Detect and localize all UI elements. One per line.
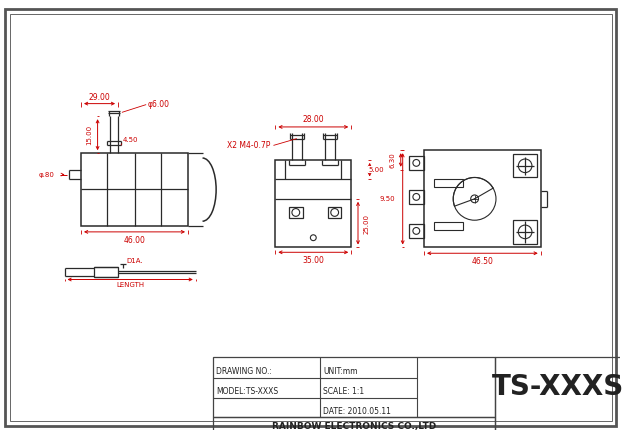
- Text: 15.00: 15.00: [86, 125, 92, 145]
- Bar: [408, 156, 424, 170]
- Text: UNIT:mm: UNIT:mm: [323, 367, 357, 376]
- Bar: [213, 357, 495, 417]
- Text: 29.00: 29.00: [89, 93, 110, 102]
- Bar: [81, 153, 188, 226]
- Bar: [275, 160, 351, 247]
- Text: TS-XXXS: TS-XXXS: [492, 373, 624, 401]
- Bar: [289, 207, 303, 218]
- Text: 5.00: 5.00: [369, 166, 384, 173]
- Text: 46.00: 46.00: [124, 236, 145, 245]
- Bar: [513, 154, 537, 177]
- Bar: [94, 267, 118, 277]
- Text: φ.80: φ.80: [39, 172, 55, 177]
- Bar: [434, 180, 463, 187]
- Text: 25.00: 25.00: [364, 214, 369, 234]
- Text: D1A.: D1A.: [127, 258, 143, 264]
- Bar: [328, 207, 341, 218]
- Text: MODEL:TS-XXXS: MODEL:TS-XXXS: [216, 387, 278, 396]
- Bar: [408, 224, 424, 238]
- Text: RAINBOW ELECTRONICS CO.,LTD: RAINBOW ELECTRONICS CO.,LTD: [272, 422, 436, 431]
- Text: 28.00: 28.00: [303, 115, 324, 124]
- Text: 4.50: 4.50: [123, 138, 138, 143]
- Text: X2 M4-0.7P: X2 M4-0.7P: [227, 141, 270, 150]
- Text: 6.30: 6.30: [390, 152, 396, 168]
- Bar: [513, 220, 537, 243]
- Bar: [213, 417, 495, 435]
- Bar: [408, 190, 424, 204]
- Bar: [495, 357, 621, 435]
- Text: LENGTH: LENGTH: [116, 282, 144, 288]
- Text: SCALE: 1:1: SCALE: 1:1: [323, 387, 364, 396]
- Text: 9.50: 9.50: [380, 196, 395, 202]
- Text: DRAWING NO.:: DRAWING NO.:: [216, 367, 272, 376]
- Bar: [434, 222, 463, 230]
- Bar: [424, 150, 541, 247]
- Text: φ6.00: φ6.00: [147, 100, 169, 109]
- Text: DATE: 2010.05.11: DATE: 2010.05.11: [323, 406, 391, 416]
- Text: 35.00: 35.00: [303, 256, 324, 265]
- Text: 46.50: 46.50: [471, 257, 493, 266]
